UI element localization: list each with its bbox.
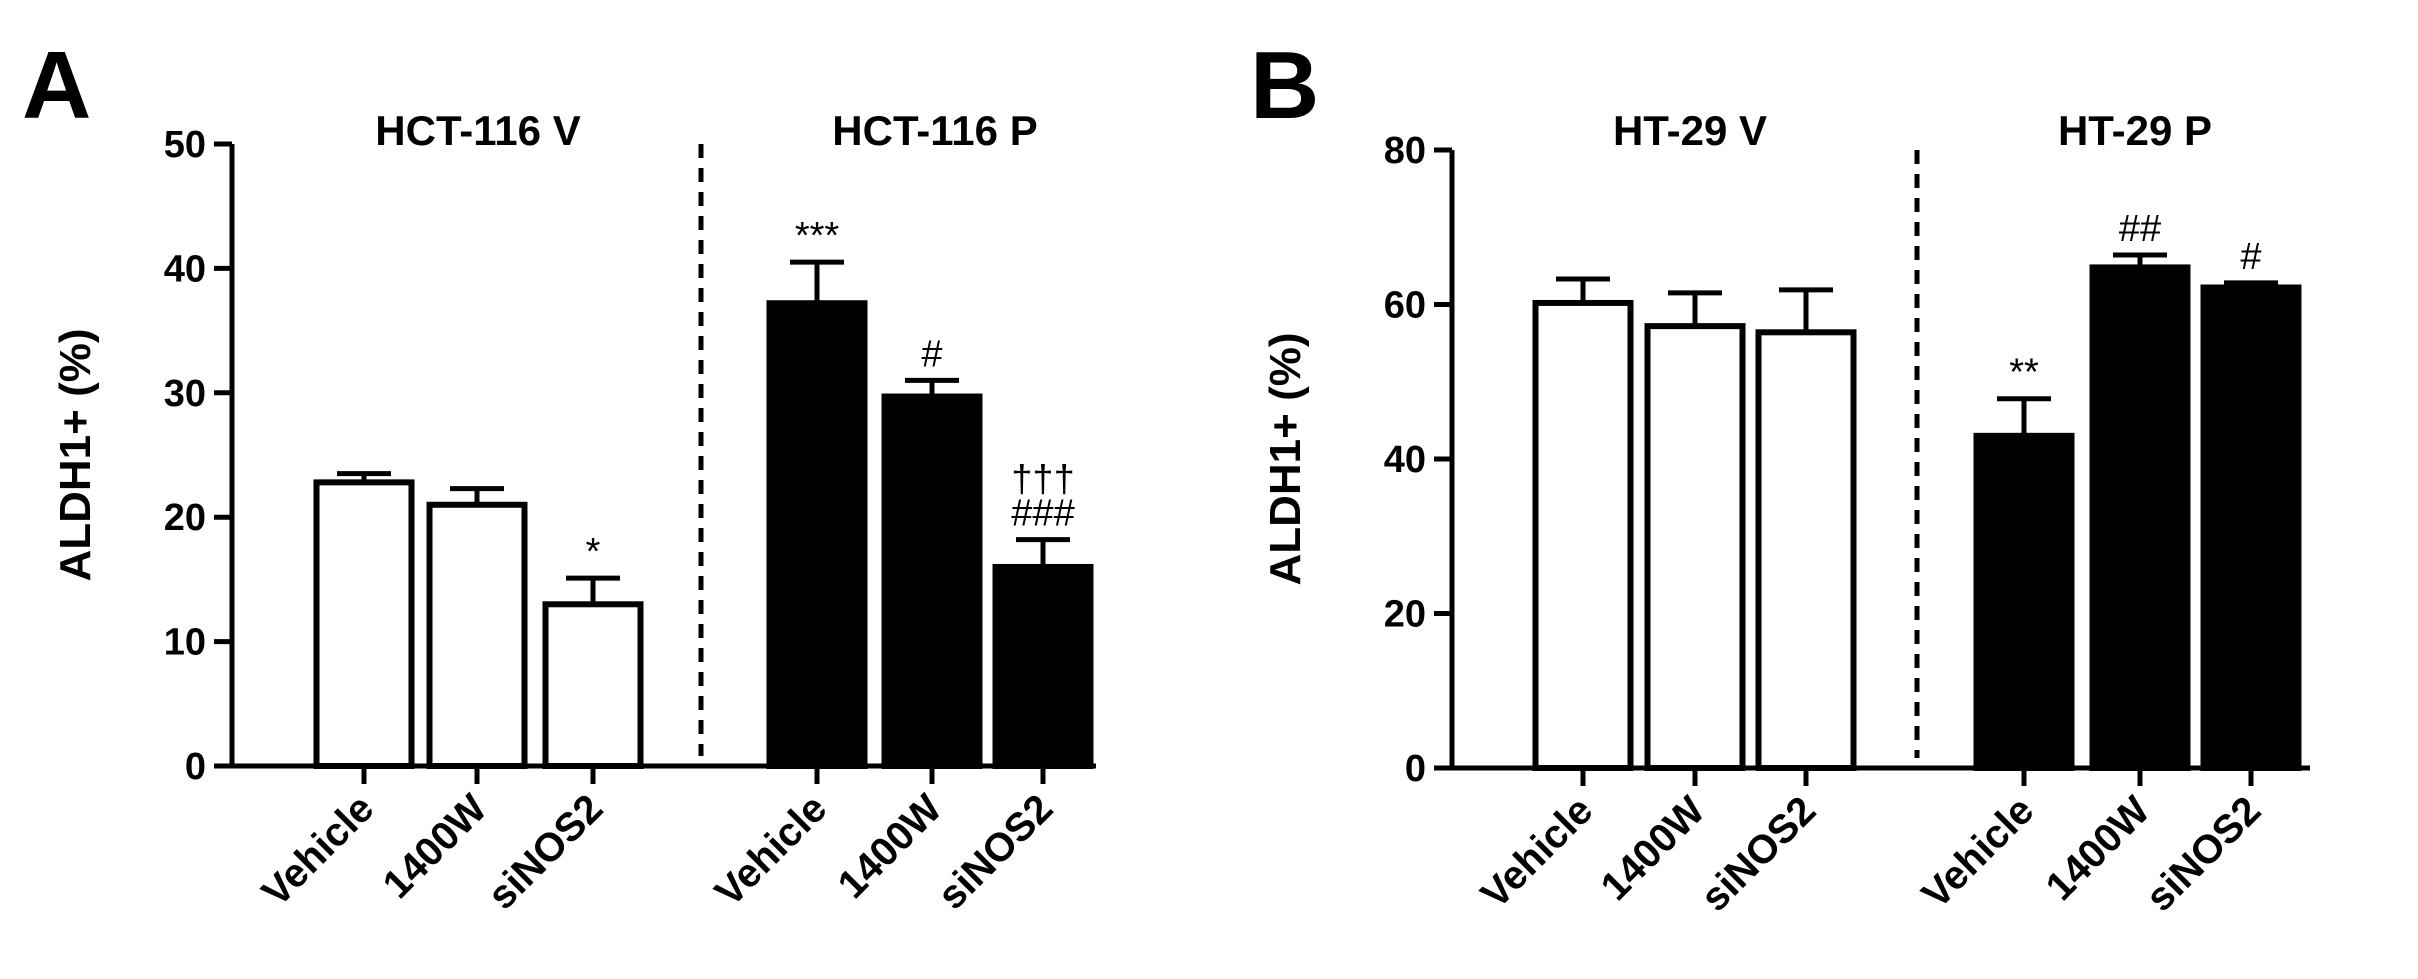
y-tick-label: 0 <box>1405 748 1426 790</box>
x-tick-label: Vehicle <box>254 786 383 915</box>
group-title: HCT-116 V <box>375 107 580 154</box>
bar <box>542 601 644 770</box>
x-tick-label: Vehicle <box>1914 788 2043 917</box>
x-tick-label: siNOS2 <box>2138 788 2270 920</box>
bar <box>1532 299 1634 771</box>
bar <box>2089 264 2191 771</box>
x-tick-label: siNOS2 <box>930 786 1062 918</box>
y-axis-label: ALDH1+ (%) <box>1261 332 1310 585</box>
x-tick-label: Vehicle <box>707 786 836 915</box>
group-title: HT-29 V <box>1613 107 1767 154</box>
bar <box>313 479 415 769</box>
y-tick-label: 20 <box>164 497 206 539</box>
significance-label: *** <box>795 215 840 257</box>
x-tick-label: siNOS2 <box>480 786 612 918</box>
group-title: HCT-116 P <box>832 107 1037 154</box>
panel-letter: A <box>22 32 91 139</box>
y-tick-label: 20 <box>1384 594 1426 636</box>
significance-label: ## <box>2119 208 2161 250</box>
significance-label: ††† <box>1011 459 1074 501</box>
bar <box>766 300 868 769</box>
bar <box>1973 432 2075 771</box>
bar <box>1755 329 1857 771</box>
x-tick-label: siNOS2 <box>1693 788 1825 920</box>
significance-label: ** <box>2009 352 2039 394</box>
significance-label: # <box>921 333 942 375</box>
panel-letter: B <box>1250 32 1319 139</box>
significance-label: * <box>586 531 601 573</box>
bar <box>426 501 528 769</box>
y-tick-label: 80 <box>1384 130 1426 172</box>
y-tick-label: 60 <box>1384 285 1426 327</box>
bar <box>1644 323 1746 771</box>
y-axis-label: ALDH1+ (%) <box>51 328 100 581</box>
bar <box>992 563 1094 770</box>
bar <box>881 393 983 769</box>
x-tick-label: 1400W <box>375 786 496 907</box>
y-tick-label: 40 <box>164 248 206 290</box>
y-tick-label: 10 <box>164 622 206 664</box>
significance-label: # <box>2240 236 2261 278</box>
y-tick-label: 40 <box>1384 439 1426 481</box>
y-tick-label: 30 <box>164 373 206 415</box>
group-title: HT-29 P <box>2058 107 2212 154</box>
x-tick-label: Vehicle <box>1473 788 1602 917</box>
significance-label: ### <box>1011 493 1074 535</box>
y-tick-label: 0 <box>185 746 206 788</box>
y-tick-label: 50 <box>164 124 206 166</box>
bar <box>2200 284 2302 771</box>
